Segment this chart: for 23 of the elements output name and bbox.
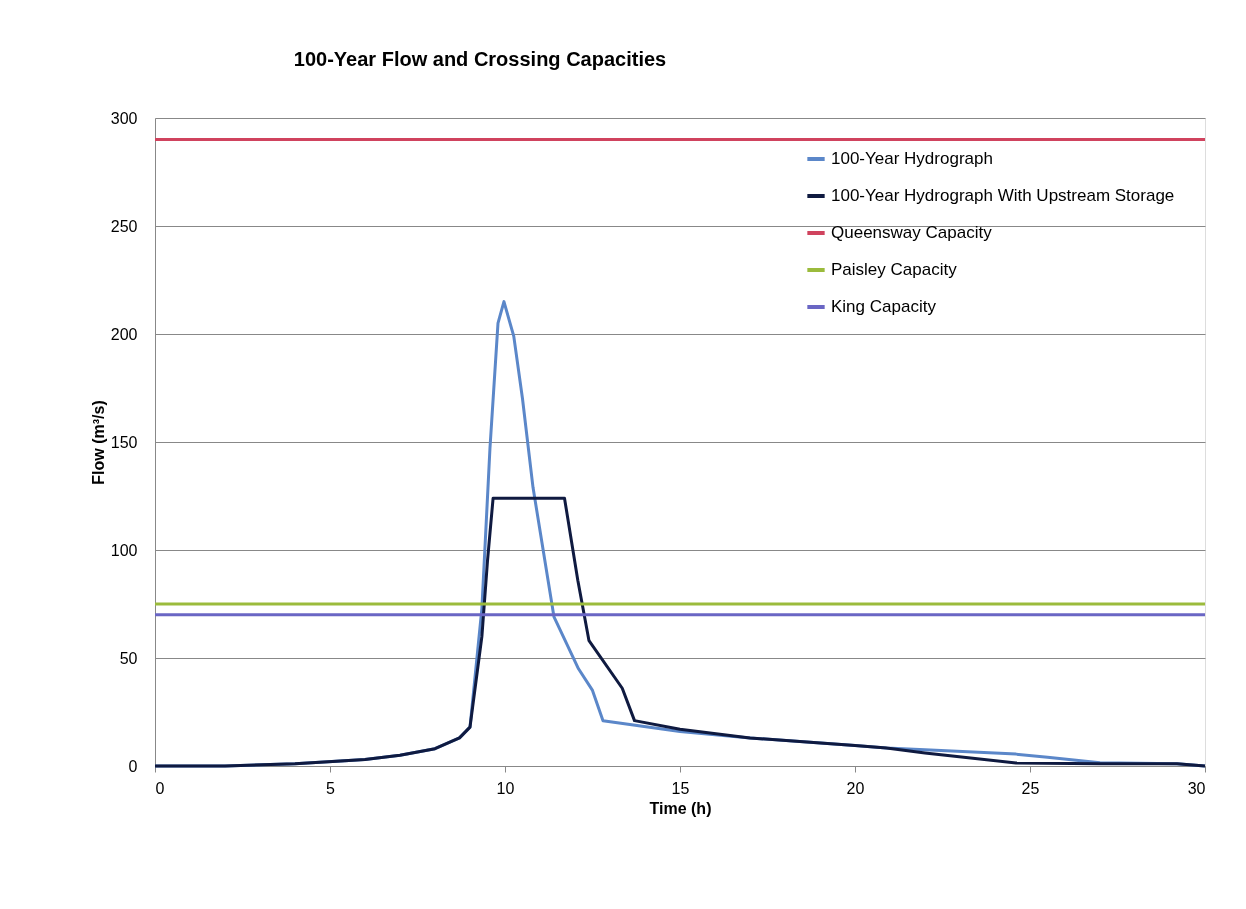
y-tick-label: 0 — [128, 757, 138, 775]
x-tick-label: 0 — [155, 779, 165, 797]
y-tick-label: 250 — [110, 217, 138, 235]
legend-label: 100-Year Hydrograph — [831, 149, 993, 168]
y-tick-label: 200 — [110, 325, 138, 343]
legend-label: Paisley Capacity — [831, 260, 958, 279]
x-axis-title: Time (h) — [649, 799, 712, 817]
chart-title: 100-Year Flow and Crossing Capacities — [293, 48, 667, 70]
y-axis-title: Flow (m³/s) — [89, 400, 107, 485]
x-tick-label: 20 — [846, 779, 865, 797]
y-tick-label: 50 — [119, 649, 138, 667]
line-series — [153, 496, 1207, 768]
legend-label: 100-Year Hydrograph With Upstream Storage — [831, 186, 1175, 205]
y-tick-label: 150 — [110, 433, 138, 451]
x-tick-label: 15 — [671, 779, 690, 797]
x-tick-label: 25 — [1021, 779, 1040, 797]
x-tick-label: 5 — [326, 779, 336, 797]
legend-label: King Capacity — [831, 297, 937, 316]
x-tick-label: 30 — [1187, 779, 1206, 797]
y-tick-label: 100 — [110, 541, 138, 559]
legend-label: Queensway Capacity — [831, 223, 993, 242]
y-tick-label: 300 — [110, 109, 138, 127]
x-tick-label: 10 — [496, 779, 515, 797]
